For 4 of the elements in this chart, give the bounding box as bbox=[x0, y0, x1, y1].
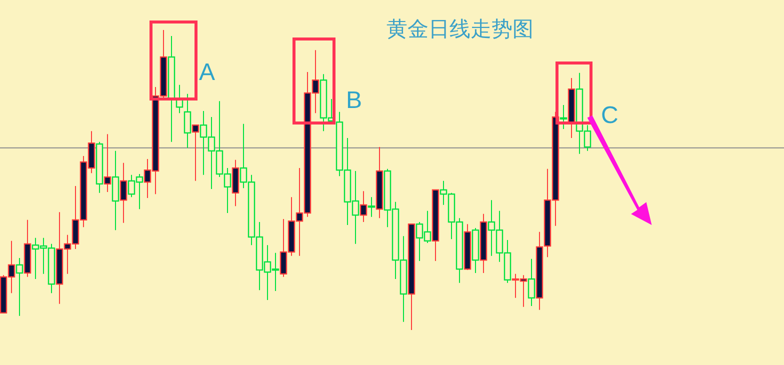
title: 黄金日线走势图 bbox=[386, 17, 534, 41]
annotation: A bbox=[199, 59, 216, 86]
annotation: C bbox=[601, 102, 618, 129]
annotation: B bbox=[346, 87, 362, 114]
